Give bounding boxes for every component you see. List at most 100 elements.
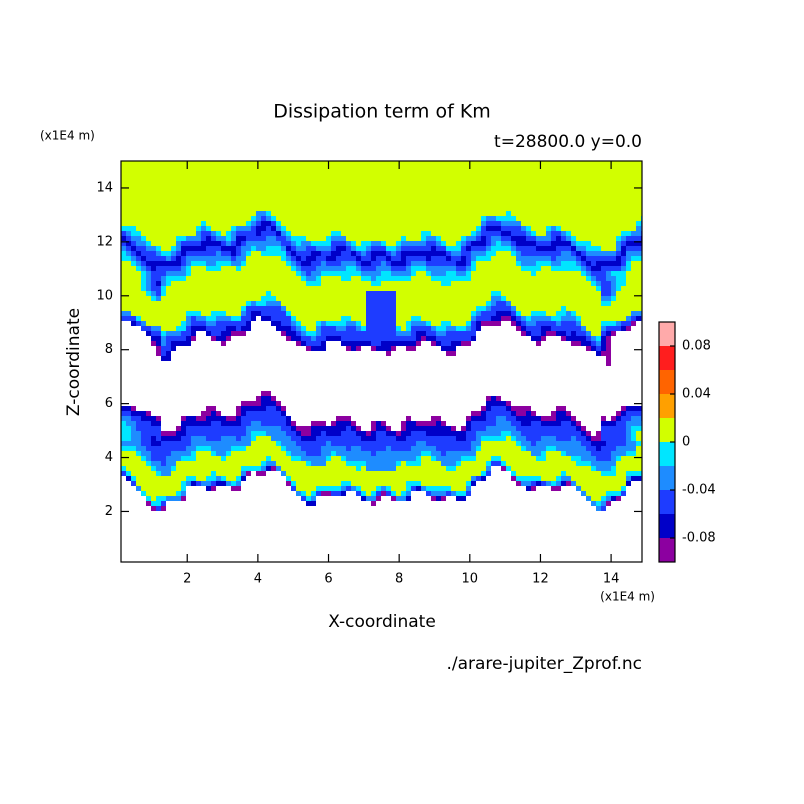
contour-fill	[291, 241, 296, 246]
contour-fill	[626, 406, 642, 411]
contour-fill	[206, 406, 216, 411]
contour-fill	[516, 441, 521, 446]
contour-fill	[491, 316, 501, 321]
contour-fill	[136, 316, 141, 321]
contour-fill	[396, 246, 401, 251]
contour-fill	[396, 311, 471, 316]
contour-fill	[576, 461, 591, 466]
contour-fill	[516, 311, 521, 316]
contour-fill	[211, 336, 216, 341]
contour-fill	[516, 241, 536, 246]
contour-fill	[481, 436, 506, 441]
contour-fill	[296, 256, 301, 261]
contour-fill	[156, 466, 171, 471]
contour-fill	[251, 226, 256, 231]
contour-fill	[511, 431, 521, 436]
contour-fill	[536, 321, 556, 326]
contour-fill	[441, 241, 446, 246]
contour-fill	[201, 236, 206, 241]
contour-fill	[471, 261, 476, 266]
contour-fill	[606, 271, 611, 276]
contour-fill	[486, 466, 491, 471]
contour-fill	[306, 236, 326, 241]
contour-fill	[426, 491, 431, 496]
contour-fill	[381, 281, 441, 286]
contour-fill	[206, 226, 211, 231]
contour-fill	[266, 246, 281, 251]
contour-fill	[201, 241, 221, 246]
contour-fill	[516, 216, 641, 221]
contour-fill	[616, 281, 626, 286]
contour-fill	[121, 406, 131, 411]
contour-fill	[411, 316, 421, 321]
contour-fill	[481, 216, 486, 221]
contour-fill	[406, 266, 411, 271]
contour-fill	[166, 281, 171, 286]
contour-fill	[256, 221, 261, 226]
contour-fill	[621, 486, 626, 491]
contour-fill	[456, 266, 466, 271]
contour-fill	[281, 321, 291, 326]
contour-fill	[556, 246, 571, 251]
contour-fill	[276, 236, 286, 241]
contour-fill	[236, 266, 241, 271]
contour-fill	[191, 451, 196, 456]
contour-fill	[306, 496, 311, 501]
contour-fill	[371, 261, 381, 266]
contour-fill	[471, 266, 476, 271]
contour-fill	[206, 221, 246, 226]
contour-fill	[476, 226, 481, 231]
y-tick-label: 10	[96, 288, 113, 303]
contour-fill	[256, 216, 261, 221]
contour-fill	[231, 256, 236, 261]
contour-fill	[311, 241, 331, 246]
contour-fill	[456, 491, 466, 496]
contour-fill	[491, 246, 511, 251]
y-tick-label: 6	[105, 396, 113, 411]
contour-fill	[286, 231, 291, 236]
contour-fill	[446, 256, 451, 261]
contour-fill	[366, 306, 396, 311]
contour-fill	[206, 476, 216, 481]
contour-fill	[431, 231, 471, 236]
contour-fill	[326, 261, 341, 266]
contour-fill	[356, 326, 361, 331]
contour-fill	[461, 241, 466, 246]
contour-fill	[466, 416, 471, 421]
contour-fill	[616, 466, 642, 471]
contour-fill	[301, 271, 306, 276]
contour-fill	[251, 311, 261, 316]
contour-fill	[301, 256, 306, 261]
contour-fill	[291, 231, 331, 236]
contour-fill	[331, 421, 336, 426]
contour-fill	[156, 346, 161, 351]
contour-fill	[586, 326, 601, 331]
contour-fill	[521, 441, 531, 446]
contour-fill	[321, 326, 336, 331]
contour-fill	[236, 256, 246, 261]
contour-fill	[616, 276, 626, 281]
contour-fill	[586, 251, 616, 256]
contour-fill	[626, 266, 631, 271]
contour-fill	[616, 446, 636, 451]
contour-fill	[191, 436, 206, 441]
contour-fill	[621, 256, 626, 261]
contour-fill	[481, 411, 486, 416]
contour-fill	[396, 461, 401, 466]
contour-fill	[361, 266, 376, 271]
contour-fill	[266, 211, 271, 216]
contour-fill	[626, 271, 642, 276]
contour-fill	[221, 331, 231, 336]
contour-fill	[501, 431, 511, 436]
contour-fill	[296, 266, 301, 271]
plot-frame	[120, 160, 643, 563]
contour-fill	[246, 411, 281, 416]
contour-fill	[626, 436, 631, 441]
contour-fill	[541, 476, 556, 481]
contour-fill	[321, 281, 371, 286]
contour-fill	[246, 241, 281, 246]
contour-fill	[446, 466, 456, 471]
contour-fill	[411, 276, 431, 281]
contour-fill	[296, 241, 301, 246]
contour-fill	[601, 246, 616, 251]
